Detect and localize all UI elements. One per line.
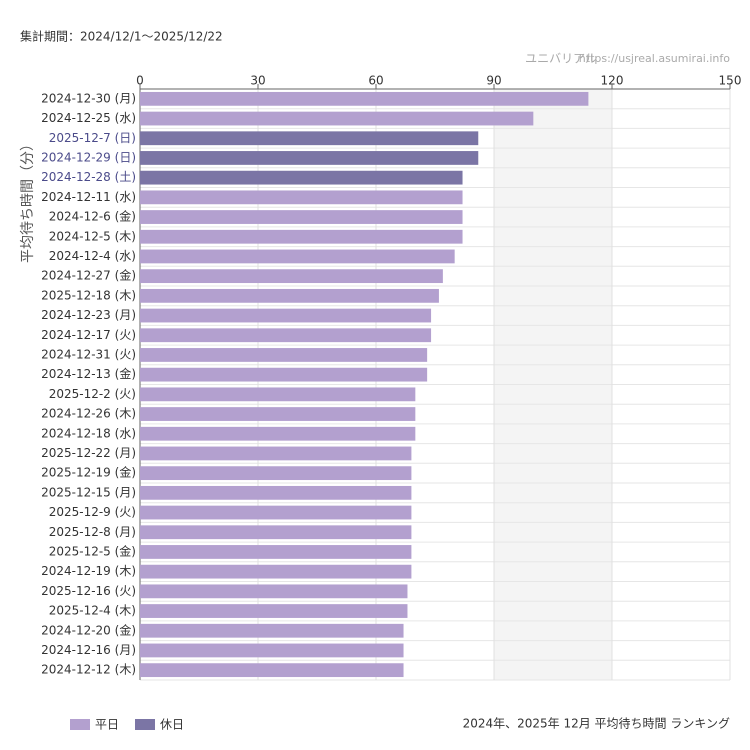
y-tick-label: 2025-12-16 (火) [41,584,136,598]
y-tick-label: 2024-12-13 (金) [41,366,136,381]
bar [140,288,439,303]
bar [140,328,432,343]
y-tick-label: 2024-12-27 (金) [41,268,136,283]
y-tick-label: 2024-12-25 (水) [41,111,136,125]
bar [140,111,534,126]
bar [140,269,443,284]
y-tick-label: 2025-12-7 (日) [49,131,136,145]
bar [140,229,463,244]
bar [140,367,428,382]
bar [140,190,463,205]
y-tick-label: 2024-12-28 (土) [41,170,136,184]
bar [140,643,404,658]
bar [140,387,416,402]
y-tick-label: 2024-12-5 (木) [49,229,136,243]
bar [140,604,408,618]
y-tick-label: 2025-12-5 (金) [49,543,136,558]
bar [140,91,589,106]
y-tick-label: 2024-12-30 (月) [41,91,136,105]
bar [140,151,479,165]
legend-label: 平日 [95,718,119,732]
y-tick-label: 2024-12-17 (火) [41,328,136,342]
bar [140,348,428,362]
bar [140,545,412,559]
bar [140,623,404,638]
y-tick-label: 2025-12-22 (月) [41,446,136,460]
bar [140,663,404,678]
legend-label: 休日 [160,718,184,732]
y-tick-label: 2025-12-19 (金) [41,465,136,480]
y-tick-label: 2024-12-20 (金) [41,622,136,637]
y-tick-label: 2024-12-4 (水) [49,249,136,263]
x-tick-label: 0 [136,74,144,88]
x-tick-label: 90 [486,74,501,88]
y-tick-label: 2024-12-6 (金) [49,209,136,224]
site-name: ユニバリアル [525,52,597,66]
x-tick-label: 60 [368,74,383,88]
period: 集計期間：2024/12/1〜2025/12/22 [20,29,223,44]
bar [140,210,463,224]
y-tick-label: 2025-12-15 (月) [41,485,136,499]
chart-title: 2024年、2025年 12月 平均待ち時間 ランキング [463,717,730,731]
y-tick-label: 2025-12-18 (木) [41,288,136,302]
y-tick-label: 2024-12-31 (火) [41,347,136,361]
bar [140,131,479,146]
legend-swatch [70,719,90,730]
y-tick-label: 2025-12-2 (火) [49,387,136,401]
y-tick-label: 2025-12-9 (火) [49,505,136,519]
bar [140,466,412,481]
bar [140,564,412,579]
x-tick-label: 120 [601,74,624,88]
bar [140,525,412,540]
y-tick-label: 2024-12-12 (木) [41,663,136,677]
x-tick-label: 30 [250,74,265,88]
y-tick-label: 2024-12-19 (木) [41,564,136,578]
bar [140,249,455,264]
y-tick-label: 2024-12-16 (月) [41,643,136,657]
y-tick-label: 2024-12-29 (日) [41,150,136,164]
bar [140,308,432,323]
x-tick-label: 150 [719,74,742,88]
bar [140,446,412,461]
y-axis-label: 平均待ち時間（分） [20,137,36,263]
bar [140,407,416,421]
y-tick-label: 2025-12-4 (木) [49,604,136,618]
bar [140,426,416,441]
bar [140,505,412,520]
y-tick-label: 2024-12-18 (水) [41,426,136,440]
site-url: https://usjreal.asumirai.info [579,52,730,65]
y-tick-label: 2024-12-11 (水) [41,190,136,204]
y-tick-label: 2024-12-26 (木) [41,407,136,421]
y-tick-label: 2024-12-23 (月) [41,308,136,322]
bar [140,485,412,500]
y-tick-label: 2025-12-8 (月) [49,525,136,539]
legend-swatch [135,719,155,730]
bar [140,584,408,599]
bar [140,170,463,185]
